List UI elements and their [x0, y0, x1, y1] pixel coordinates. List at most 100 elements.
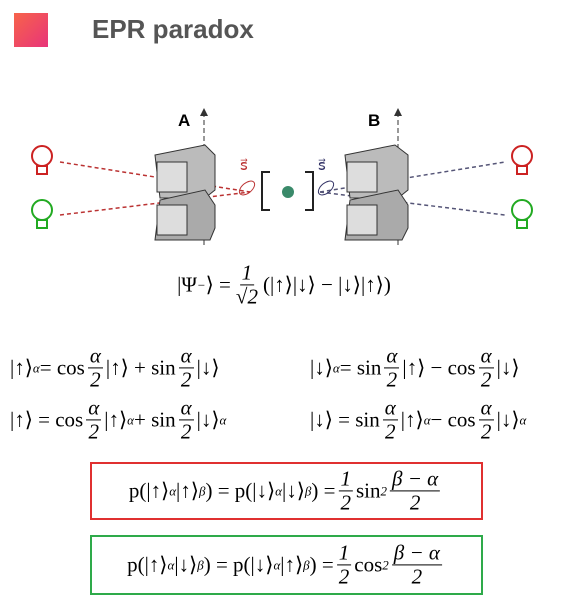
subscript: α [127, 412, 134, 427]
math-text: (|↑⟩|↓⟩ − |↓⟩|↑⟩) [262, 272, 391, 297]
numerator: α [178, 395, 194, 421]
math-text: ) = [311, 478, 336, 503]
math-text: |↓⟩ [310, 355, 333, 380]
denominator: 2 [90, 367, 101, 392]
numerator: β − α [391, 540, 442, 566]
math-text: |↓⟩ [496, 407, 520, 432]
denominator: 2 [480, 419, 492, 444]
numerator: α [382, 395, 398, 421]
denominator: 2 [180, 367, 192, 392]
red-frame [90, 462, 483, 520]
subscript: α [167, 557, 175, 572]
denominator: √2 [235, 284, 258, 309]
subscript: α [332, 360, 340, 375]
denominator: 2 [88, 419, 100, 444]
math-text: |↑⟩ [10, 355, 33, 380]
denominator: 2 [480, 367, 492, 392]
diagram: A B s⃗ s⃗ [31, 108, 533, 245]
numerator: α [87, 343, 103, 369]
denominator: 2 [180, 419, 192, 444]
magnet-b [344, 144, 409, 241]
beams [59, 161, 506, 216]
superscript: − [196, 277, 206, 292]
math-text: |Ψ [177, 272, 197, 297]
label-b: B [368, 111, 380, 130]
subscript: β [304, 483, 312, 498]
superscript: 2 [380, 483, 388, 498]
denominator: 2 [338, 564, 350, 589]
spin-label: s⃗ [318, 157, 326, 174]
math-text: |↑⟩ + sin [105, 355, 176, 380]
subscript: α [519, 412, 527, 427]
magnet-a [154, 144, 216, 241]
numerator: α [86, 395, 102, 421]
math-text: |↑⟩ = cos [10, 407, 84, 432]
math-text: = cos [39, 355, 85, 380]
label-a: A [178, 111, 190, 130]
math-text: ) = p(|↓⟩ [205, 478, 276, 503]
math-text: = sin [339, 355, 382, 380]
math-text: |↓⟩ [174, 552, 198, 577]
superscript: 2 [382, 557, 389, 572]
math-text: p(|↑⟩ [128, 478, 170, 503]
math-text: |↓⟩ [496, 355, 520, 380]
math-text: |↓⟩ = sin [310, 407, 380, 432]
numerator: β − α [390, 466, 441, 492]
math-text: |↑⟩ − cos [402, 355, 476, 380]
equation: |↑⟩ α = cos α 2 |↑⟩ + sin α 2 |↓⟩ [10, 344, 220, 391]
equation: |↓⟩ α = sin α 2 |↑⟩ − cos α 2 |↓⟩ [310, 344, 520, 391]
math-text: ⟩ = [205, 272, 231, 297]
slide-title: EPR paradox [92, 14, 254, 44]
math-text: ) = p(|↓⟩ [203, 552, 274, 577]
math-text: |↑⟩ [104, 407, 128, 432]
math-text: cos [354, 552, 383, 577]
subscript: β [198, 483, 206, 498]
fraction: 1 √2 [234, 261, 260, 308]
numerator: α [178, 343, 194, 369]
denominator: 2 [385, 419, 396, 444]
denominator: 2 [409, 490, 421, 515]
equation: |↑⟩ = cos α 2 |↑⟩ α + sin α 2 |↓⟩ α [10, 396, 226, 443]
math-text: |↑⟩ [280, 552, 304, 577]
numerator: α [478, 343, 494, 369]
subscript: α [219, 412, 227, 427]
denominator: 2 [411, 564, 423, 589]
particle [282, 186, 294, 198]
numerator: 1 [338, 466, 353, 492]
spin-b [317, 180, 335, 196]
denominator: 2 [340, 490, 351, 515]
numerator: α [478, 395, 494, 421]
math-text: ) = [309, 552, 334, 577]
math-text: |↑⟩ [400, 407, 424, 432]
source-box [261, 171, 314, 211]
logo-icon [14, 13, 48, 47]
spin-a [238, 180, 256, 196]
subscript: α [423, 412, 431, 427]
denominator: 2 [386, 367, 398, 392]
subscript: α [275, 483, 283, 498]
equation: |Ψ − ⟩ = 1 √2 (|↑⟩|↓⟩ − |↓⟩|↑⟩) [177, 261, 391, 308]
subscript: β [197, 557, 204, 572]
equation: |↓⟩ = sin α 2 |↑⟩ α − cos α 2 |↓⟩ α [310, 396, 526, 443]
bulbs [31, 145, 533, 229]
numerator: 1 [239, 260, 255, 286]
math-text: |↓⟩ [196, 355, 220, 380]
numerator: 1 [336, 540, 352, 566]
math-text: + sin [134, 407, 176, 432]
subscript: β [303, 557, 310, 572]
